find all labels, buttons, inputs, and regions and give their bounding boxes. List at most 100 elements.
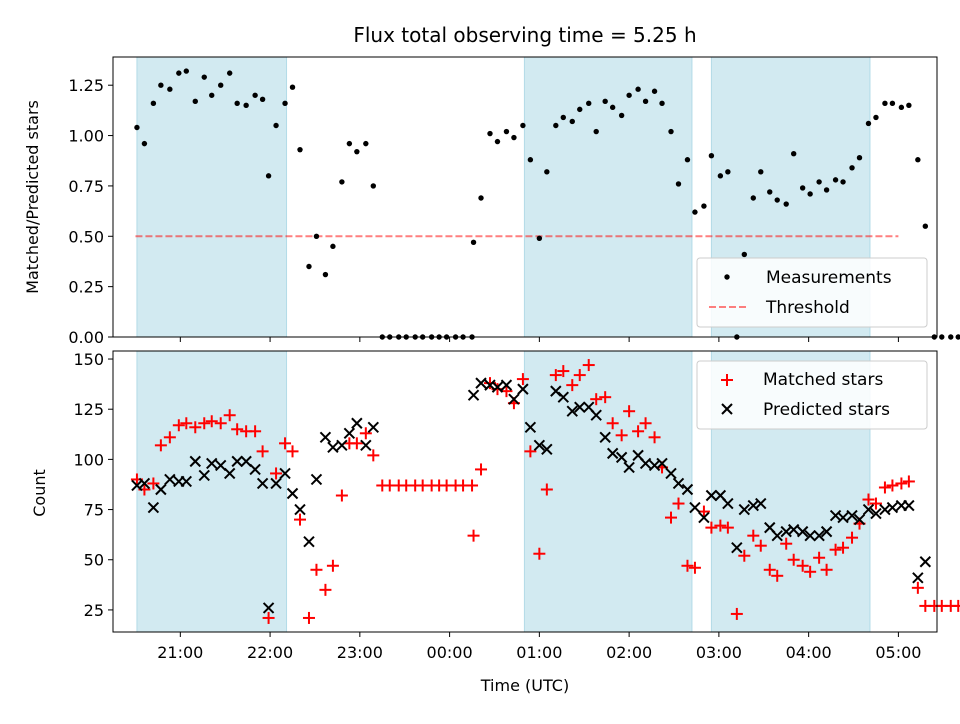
measurement-point [823,187,830,193]
predicted-point [919,556,932,568]
matched-point [582,359,595,372]
matched-point [205,415,218,428]
predicted-point [327,441,339,454]
matched-point [154,439,167,452]
matched-point [533,547,546,560]
matched-point [763,563,776,576]
matched-point [540,483,553,496]
measurement-point [659,100,665,107]
predicted-point [517,383,529,395]
measurement-point [651,88,658,94]
matched-point [747,529,760,542]
measurement-point [675,181,682,187]
matched-point [326,559,339,572]
x-tick-label: 21:00 [157,643,203,662]
matched-point [878,481,891,494]
matched-point [180,417,193,430]
matched-point [754,539,767,552]
shaded-interval [523,350,693,633]
predicted-point [755,497,767,510]
predicted-point [820,525,833,538]
predicted-point [343,427,356,439]
predicted-point [164,473,176,486]
measurement-point [626,92,632,98]
predicted-point [189,455,201,468]
predicted-point [862,503,875,516]
predicted-point [886,501,899,514]
measurement-point [339,179,345,185]
matched-point [771,569,784,582]
predicted-point [574,401,586,413]
matched-point [665,511,678,524]
predicted-point [672,477,685,490]
matched-point [549,369,562,382]
measurement-point [150,100,157,107]
measurement-point [363,140,369,147]
matched-point [279,437,292,450]
measurement-point [618,112,625,119]
measurement-point [560,114,566,121]
measurement-point [494,138,501,145]
measurement-point [889,100,896,107]
predicted-point [231,455,243,468]
matched-point [524,445,537,458]
predicted-point [813,529,825,542]
x-tick-label: 22:00 [247,643,293,662]
predicted-point [705,489,718,502]
measurement-point [346,140,353,147]
predicted-point [198,469,210,482]
predicted-point [804,529,816,542]
measurement-point [692,209,698,215]
matched-point [820,563,833,576]
predicted-point [731,541,743,554]
matched-point [350,437,363,450]
measurement-point [201,74,207,80]
measurement-point [882,100,888,107]
shaded-interval [523,56,693,338]
predicted-point [738,503,751,516]
predicted-point [771,529,783,542]
matched-point [886,479,899,492]
matched-point [911,581,924,594]
predicted-point [508,393,520,405]
matched-point [573,369,586,382]
count-points [130,359,960,624]
matched-point [688,561,701,574]
measurement-point [767,189,773,195]
matched-point [606,417,619,430]
predicted-point [240,455,252,468]
matched-point [714,519,727,532]
matched-point [189,421,202,434]
matched-point [804,565,817,578]
predicted-point [303,535,315,548]
legend-predicted-label: Predicted stars [763,400,890,420]
measurement-point [915,157,921,163]
predicted-point [541,443,553,456]
measurement-point [577,106,583,113]
predicted-point [837,511,849,524]
measurement-point [511,134,517,141]
measurement-point [330,243,336,250]
measurement-point [289,84,296,90]
matched-point [262,611,275,624]
y-tick-label: 75 [84,501,104,520]
matched-point [319,583,332,596]
top-y-ticks: 0.00 0.25 0.50 0.75 1.00 1.25 [68,76,113,347]
legend-matched-marker [721,374,733,386]
measurement-point [470,239,477,246]
matched-point [672,497,685,510]
matched-point [294,513,307,526]
bottom-xlabel: Time (UTC) [480,676,569,695]
measurement-point [134,124,140,131]
matched-point [335,489,348,502]
predicted-point [147,501,160,514]
predicted-point [367,421,380,433]
y-tick-label: 1.25 [68,76,104,95]
measurement-point [593,128,599,135]
measurement-point [898,104,905,111]
measurement-point [906,102,912,109]
chart-title: Flux total observing time = 5.25 h [353,23,696,47]
matched-point [869,497,882,510]
x-tick-label: 05:00 [875,643,921,662]
